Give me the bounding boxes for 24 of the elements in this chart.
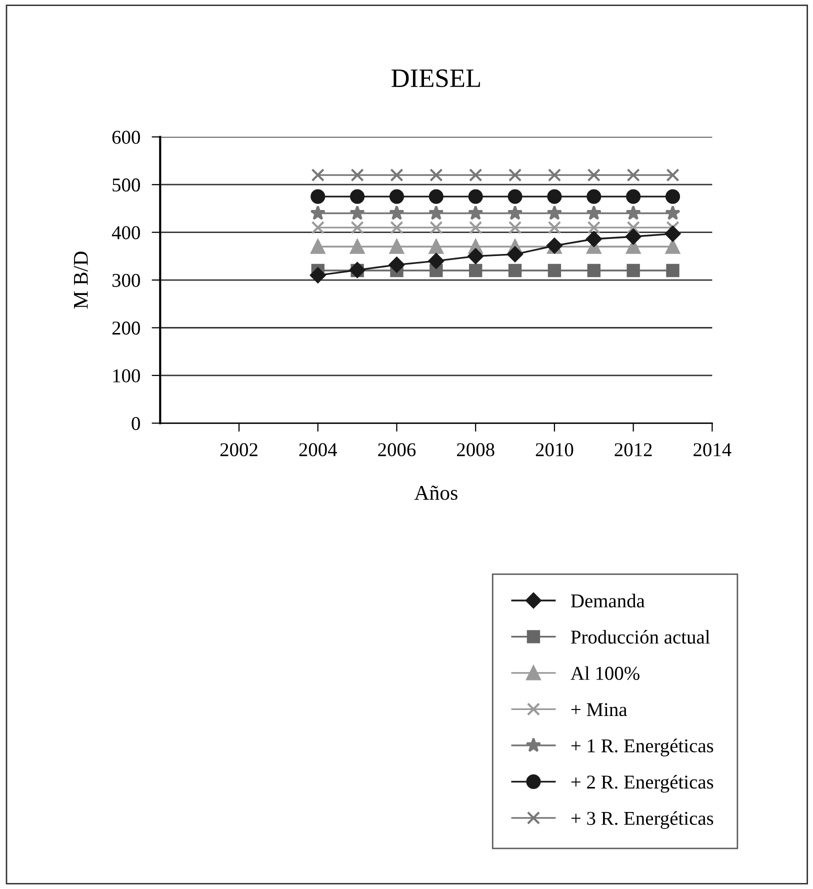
x-tick-label: 2004 xyxy=(299,443,338,456)
y-tick-label: 100 xyxy=(113,369,140,382)
y-tick-label: 400 xyxy=(112,226,140,240)
x-tick-label: 2010 xyxy=(536,443,574,456)
y-tick-label: 500 xyxy=(112,178,140,192)
x-tick-label: 2002 xyxy=(220,443,258,456)
y-tick-label: 200 xyxy=(112,322,140,335)
y-tick-label: 300 xyxy=(112,274,140,287)
y-tick-label: 600 xyxy=(112,130,140,144)
legend-label: + 2 R. Energéticas xyxy=(571,774,714,793)
y-tick-label: 0 xyxy=(132,416,140,430)
x-tick-label: 2012 xyxy=(614,443,652,456)
x-tick-label: 2014 xyxy=(694,443,732,456)
legend-label: + 1 R. Energéticas xyxy=(571,738,714,756)
legend-label: + 3 R. Energéticas xyxy=(571,811,714,829)
x-axis-title: Años xyxy=(414,486,458,500)
x-tick-label: 2008 xyxy=(457,443,494,456)
legend-label: Producción actual xyxy=(570,630,710,644)
x-tick-label: 2006 xyxy=(378,443,416,456)
chart-title: DIESEL xyxy=(391,69,480,88)
legend-label: + Mina xyxy=(571,703,628,716)
legend-label: Demanda xyxy=(570,594,645,608)
y-axis-title: M B/D xyxy=(74,252,88,309)
legend-label: Al 100% xyxy=(570,666,640,680)
